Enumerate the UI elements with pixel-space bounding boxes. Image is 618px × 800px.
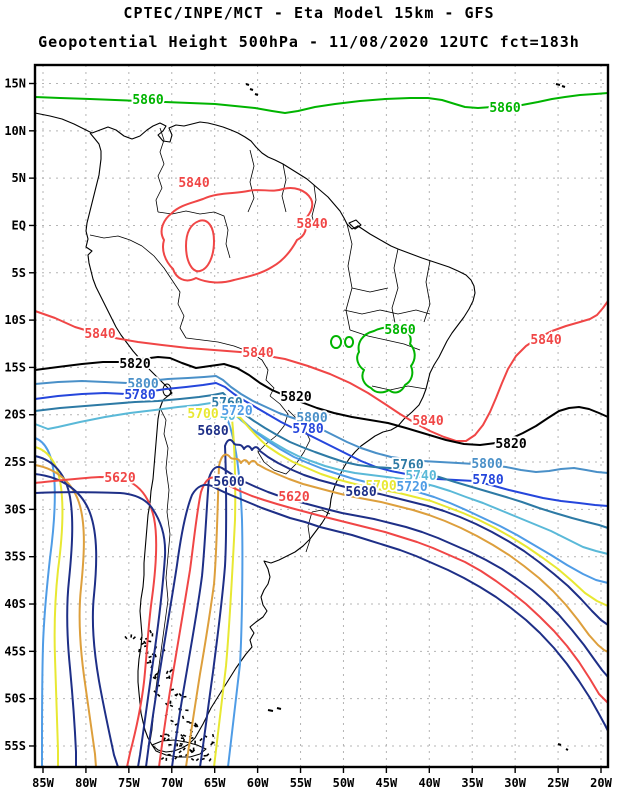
- contour-label-5800: 5800: [296, 411, 327, 426]
- contour-label-5840: 5840: [530, 333, 561, 348]
- contour-5660-main: [185, 453, 609, 768]
- lon-tick-label: 55W: [290, 776, 312, 790]
- contour-arc-sw-5640: [34, 473, 119, 768]
- lon-tick-label: 40W: [418, 776, 440, 790]
- contour-label-5680: 5680: [345, 485, 376, 500]
- country-borders-layer: [89, 127, 431, 743]
- contour-label-5840: 5840: [412, 414, 443, 429]
- chart-subtitle: Geopotential Height 500hPa - 11/08/2020 …: [38, 33, 580, 51]
- lat-tick-label: 50S: [4, 692, 26, 706]
- contour-label-5840: 5840: [84, 327, 115, 342]
- lon-tick-label: 50W: [333, 776, 355, 790]
- axis-ticks-and-labels: 85W 80W 75W 70W 65W 60W 55W 50W 45W 40W 35W 30W 25W 2…: [4, 77, 612, 791]
- lat-tick-label: 5N: [12, 171, 26, 185]
- contour-arc-sw-5620: [34, 476, 158, 768]
- contour-arc-sw-5600: [34, 491, 167, 768]
- falkland-islands: [267, 707, 569, 751]
- lat-tick-label: 45S: [4, 644, 26, 658]
- contour-arc-sw-5720: [34, 437, 56, 768]
- contour-5800-main: [34, 375, 609, 474]
- contour-label-5620: 5620: [278, 490, 309, 505]
- contour-label-5800: 5800: [471, 457, 502, 472]
- lon-tick-label: 30W: [504, 776, 526, 790]
- lat-tick-label: 15S: [4, 360, 26, 374]
- lon-tick-label: 70W: [161, 776, 183, 790]
- contour-5840-amazon-inner: [185, 219, 215, 273]
- contour-label-5860: 5860: [489, 101, 520, 116]
- lon-tick-label: 75W: [118, 776, 140, 790]
- contour-label-5680: 5680: [197, 424, 228, 439]
- contour-arc-sw-5700: [34, 446, 64, 768]
- chart-title: CPTEC/INPE/MCT - Eta Model 15km - GFS: [123, 4, 494, 22]
- lat-tick-label: 30S: [4, 502, 26, 516]
- contour-5720-main: [221, 405, 609, 768]
- contour-label-5800: 5800: [127, 377, 158, 392]
- contour-label-5600: 5600: [213, 475, 244, 490]
- contour-5680-main: [199, 438, 609, 768]
- lon-tick-label: 85W: [32, 776, 54, 790]
- contour-5780-main: [34, 382, 609, 507]
- contour-label-5820: 5820: [495, 437, 526, 452]
- contour-label-5780: 5780: [472, 473, 503, 488]
- contour-5860-north: [34, 92, 609, 114]
- contour-5860-brazil-high: [356, 326, 416, 394]
- contour-5840-amazon-loop: [160, 187, 314, 284]
- lat-tick-label: 15N: [4, 77, 26, 91]
- contour-label-5760: 5760: [392, 458, 423, 473]
- contour-label-5840: 5840: [242, 346, 273, 361]
- lon-tick-label: 45W: [376, 776, 398, 790]
- contour-5820-main: [34, 356, 609, 446]
- contour-label-5720: 5720: [221, 404, 252, 419]
- marajo-island: [348, 219, 362, 230]
- contour-label-5700: 5700: [187, 407, 218, 422]
- contour-label-5620: 5620: [104, 471, 135, 486]
- contour-label-5860: 5860: [132, 93, 163, 108]
- lat-tick-label: 20S: [4, 408, 26, 422]
- map-frame: [33, 63, 610, 769]
- contour-lines-layer: [34, 92, 609, 768]
- contour-label-5840: 5840: [296, 217, 327, 232]
- lat-tick-label: 25S: [4, 455, 26, 469]
- contour-5760-main: [34, 392, 609, 529]
- lon-tick-label: 35W: [461, 776, 483, 790]
- contour-5640-main: [171, 465, 609, 768]
- contour-5840-main: [34, 300, 609, 442]
- lat-tick-label: 55S: [4, 739, 26, 753]
- caribbean-islands: [245, 83, 566, 96]
- contour-5860-small-loop-b: [344, 336, 355, 348]
- lon-tick-label: 80W: [75, 776, 97, 790]
- lat-tick-label: EQ: [12, 218, 26, 232]
- contour-label-5820: 5820: [280, 390, 311, 405]
- contour-label-5840: 5840: [178, 176, 209, 191]
- contour-label-5860: 5860: [384, 323, 415, 338]
- contour-label-5780: 5780: [292, 422, 323, 437]
- lat-tick-label: 10N: [4, 124, 26, 138]
- contour-labels-layer: 5860 5860 5860 5840 5840 5840 5840 5840 5840 5820…: [83, 91, 564, 507]
- contour-label-5820: 5820: [119, 357, 150, 372]
- contour-arc-sw-5680: [34, 455, 77, 768]
- lat-lon-grid: [35, 65, 608, 767]
- contour-5860-small-loop-a: [330, 335, 343, 349]
- lon-tick-label: 25W: [547, 776, 569, 790]
- contour-label-5740: 5740: [405, 469, 436, 484]
- contour-label-5720: 5720: [396, 480, 427, 495]
- contour-5600-main: [145, 483, 609, 768]
- contour-label-5740: 5740: [204, 409, 235, 424]
- contour-5700-main: [213, 415, 609, 768]
- lat-tick-label: 10S: [4, 313, 26, 327]
- lon-tick-label: 20W: [590, 776, 612, 790]
- lon-tick-label: 65W: [204, 776, 226, 790]
- lat-tick-label: 40S: [4, 597, 26, 611]
- lat-tick-label: 35S: [4, 550, 26, 564]
- contour-label-5780: 5780: [124, 388, 155, 403]
- contour-5740-main: [34, 401, 609, 555]
- contour-label-5700: 5700: [365, 479, 396, 494]
- contour-label-5760: 5760: [211, 396, 242, 411]
- lon-tick-label: 60W: [247, 776, 269, 790]
- contour-5620-main: [158, 476, 609, 768]
- lat-tick-label: 5S: [12, 266, 26, 280]
